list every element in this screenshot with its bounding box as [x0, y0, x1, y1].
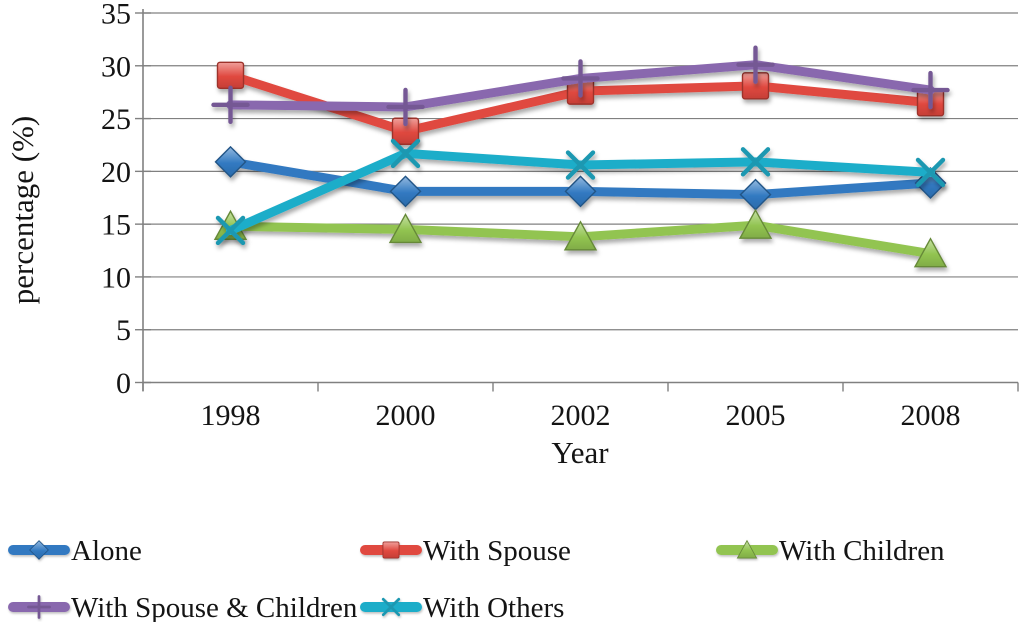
marker-with-spouse-children — [386, 87, 425, 127]
marker-alone — [564, 175, 597, 208]
marker-with-spouse-children — [561, 59, 600, 98]
legend-swatch-with-spouse — [360, 541, 422, 559]
legend-item-with-children: With Children — [716, 535, 945, 567]
marker-with-others — [390, 138, 421, 169]
legend-item-with-others: With Others — [360, 592, 564, 622]
series-with-children — [213, 208, 948, 268]
legend-marker-alone — [29, 540, 49, 560]
y-axis-title: percentage (%) — [5, 116, 40, 304]
y-tick-label: 0 — [116, 367, 131, 400]
y-tick-label: 25 — [101, 103, 131, 136]
legend-marker-with-spouse-children — [27, 595, 51, 619]
axes — [135, 9, 1019, 392]
x-tick-label: 2000 — [376, 399, 436, 432]
y-tick-label: 35 — [101, 0, 131, 31]
marker-with-children — [388, 212, 423, 244]
series-alone — [214, 145, 947, 211]
series-with-spouse-children — [211, 45, 950, 127]
legend-item-with-spouse: With Spouse — [360, 535, 571, 567]
legend-swatch-with-children — [716, 539, 778, 559]
y-tick-label: 15 — [101, 209, 131, 242]
legend-swatch-alone — [8, 540, 70, 560]
marker-with-others — [215, 215, 246, 246]
marker-with-spouse — [216, 61, 245, 89]
series-lines — [211, 45, 950, 268]
legend-label-with-spouse: With Spouse — [423, 535, 571, 567]
marker-alone — [214, 145, 247, 178]
marker-with-others — [740, 147, 771, 177]
marker-with-children — [738, 208, 773, 239]
legend-marker-with-others — [381, 597, 401, 617]
marker-with-spouse-children — [736, 45, 775, 84]
y-axis-tick-labels: 0 5 10 15 20 25 30 35 — [101, 0, 131, 400]
legend-item-with-spouse-children: With Spouse & Children — [8, 592, 358, 622]
marker-with-others — [915, 157, 946, 188]
y-tick-label: 5 — [116, 314, 131, 347]
legend-swatch-with-spouse-children — [8, 595, 70, 619]
marker-with-others — [565, 150, 596, 180]
y-tick-label: 10 — [101, 261, 131, 294]
x-tick-label: 2005 — [726, 399, 786, 432]
x-tick-label: 2008 — [901, 399, 961, 432]
legend-swatch-with-others — [360, 597, 422, 617]
legend-label-alone: Alone — [71, 535, 142, 567]
y-tick-label: 20 — [101, 156, 131, 189]
x-axis-title: Year — [551, 435, 609, 470]
x-tick-label: 2002 — [551, 399, 611, 432]
marker-with-spouse-children — [211, 85, 250, 125]
marker-alone — [389, 175, 422, 208]
x-axis-tick-labels: 1998 2000 2002 2005 2008 — [201, 399, 961, 432]
legend-label-with-others: With Others — [423, 592, 564, 622]
marker-with-children — [563, 220, 598, 251]
legend-item-alone: Alone — [8, 535, 142, 567]
series-with-others — [215, 138, 946, 246]
legend: Alone With Spouse With Children With Spouse… — [8, 535, 945, 622]
marker-alone — [739, 178, 772, 211]
legend-marker-with-spouse — [382, 541, 400, 559]
legend-marker-with-children — [736, 539, 758, 559]
marker-with-spouse-children — [911, 70, 950, 110]
legend-label-with-children: With Children — [779, 535, 945, 567]
legend-label-with-spouse-children: With Spouse & Children — [71, 592, 358, 622]
marker-with-children — [913, 237, 948, 268]
y-tick-label: 30 — [101, 50, 131, 83]
x-tick-label: 1998 — [201, 399, 261, 432]
